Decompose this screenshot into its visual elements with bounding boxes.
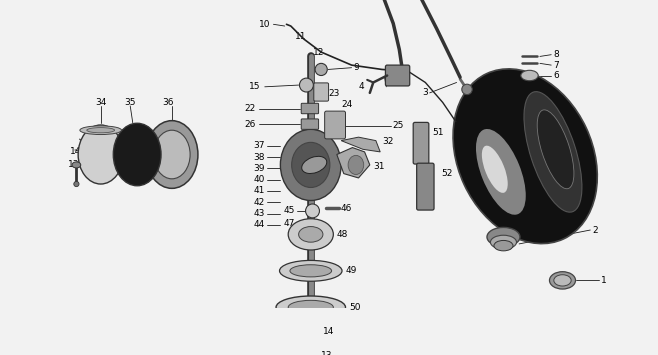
Text: 14: 14 <box>323 327 334 336</box>
Ellipse shape <box>537 110 574 189</box>
Text: 35: 35 <box>124 98 136 107</box>
Text: 7: 7 <box>553 61 559 70</box>
Ellipse shape <box>290 265 332 277</box>
FancyBboxPatch shape <box>301 103 318 114</box>
Text: 22: 22 <box>245 104 256 113</box>
Circle shape <box>74 181 79 187</box>
Polygon shape <box>337 148 370 178</box>
Text: 14: 14 <box>70 147 81 155</box>
Text: 31: 31 <box>373 162 385 171</box>
Text: 13: 13 <box>68 160 79 169</box>
Ellipse shape <box>299 226 323 242</box>
FancyBboxPatch shape <box>301 119 318 129</box>
Ellipse shape <box>72 162 81 168</box>
Circle shape <box>315 63 327 76</box>
Ellipse shape <box>476 129 526 215</box>
FancyBboxPatch shape <box>386 65 410 86</box>
Ellipse shape <box>146 121 198 189</box>
Ellipse shape <box>291 142 330 187</box>
Ellipse shape <box>276 296 345 318</box>
Text: 10: 10 <box>259 20 271 29</box>
Ellipse shape <box>482 146 508 193</box>
Text: 37: 37 <box>253 141 265 150</box>
Text: 11: 11 <box>295 32 307 41</box>
Text: 34: 34 <box>95 98 107 107</box>
Text: 2: 2 <box>592 225 597 235</box>
Text: 15: 15 <box>249 82 261 91</box>
Text: 38: 38 <box>253 153 265 162</box>
Ellipse shape <box>348 155 364 174</box>
Ellipse shape <box>87 127 114 133</box>
Ellipse shape <box>301 328 320 335</box>
Text: 6: 6 <box>553 71 559 80</box>
Ellipse shape <box>113 123 161 186</box>
Text: 3: 3 <box>422 88 428 97</box>
Ellipse shape <box>521 70 538 81</box>
Ellipse shape <box>494 240 513 251</box>
Text: 41: 41 <box>253 186 265 196</box>
Ellipse shape <box>154 130 190 179</box>
Text: 39: 39 <box>253 164 265 173</box>
Text: 48: 48 <box>337 230 348 239</box>
Circle shape <box>305 204 319 218</box>
Ellipse shape <box>554 275 571 286</box>
Text: 4: 4 <box>359 82 365 91</box>
Ellipse shape <box>80 126 122 135</box>
Ellipse shape <box>453 69 597 244</box>
Text: 49: 49 <box>345 266 357 275</box>
Text: 45: 45 <box>284 206 295 215</box>
Text: 50: 50 <box>349 303 361 312</box>
Ellipse shape <box>549 272 576 289</box>
Circle shape <box>299 78 313 92</box>
Text: 36: 36 <box>162 98 173 107</box>
Text: 51: 51 <box>432 128 443 137</box>
Text: 12: 12 <box>313 48 324 56</box>
Polygon shape <box>341 137 380 152</box>
Text: 1: 1 <box>601 276 607 285</box>
Ellipse shape <box>288 300 334 314</box>
Ellipse shape <box>280 261 342 281</box>
Text: 8: 8 <box>553 50 559 59</box>
Text: 46: 46 <box>340 204 351 213</box>
FancyBboxPatch shape <box>413 122 429 164</box>
Text: 42: 42 <box>253 198 265 207</box>
Text: 32: 32 <box>382 137 393 146</box>
Text: 47: 47 <box>284 219 295 229</box>
Ellipse shape <box>304 340 318 347</box>
Ellipse shape <box>524 92 582 212</box>
Text: 24: 24 <box>341 100 353 109</box>
Text: 52: 52 <box>441 169 452 178</box>
Ellipse shape <box>78 125 123 184</box>
Text: 25: 25 <box>392 121 404 130</box>
Text: 26: 26 <box>245 120 256 129</box>
Text: 13: 13 <box>321 351 333 355</box>
Ellipse shape <box>490 235 517 249</box>
Ellipse shape <box>280 129 341 201</box>
Ellipse shape <box>487 228 520 246</box>
Text: 23: 23 <box>328 89 340 98</box>
FancyBboxPatch shape <box>417 163 434 210</box>
FancyBboxPatch shape <box>324 111 345 139</box>
FancyBboxPatch shape <box>314 83 328 101</box>
Circle shape <box>462 84 472 95</box>
Text: 40: 40 <box>253 175 265 184</box>
Text: 43: 43 <box>253 209 265 218</box>
Ellipse shape <box>302 156 327 174</box>
Text: 9: 9 <box>353 63 359 72</box>
Ellipse shape <box>288 219 334 250</box>
Text: 44: 44 <box>253 220 265 229</box>
